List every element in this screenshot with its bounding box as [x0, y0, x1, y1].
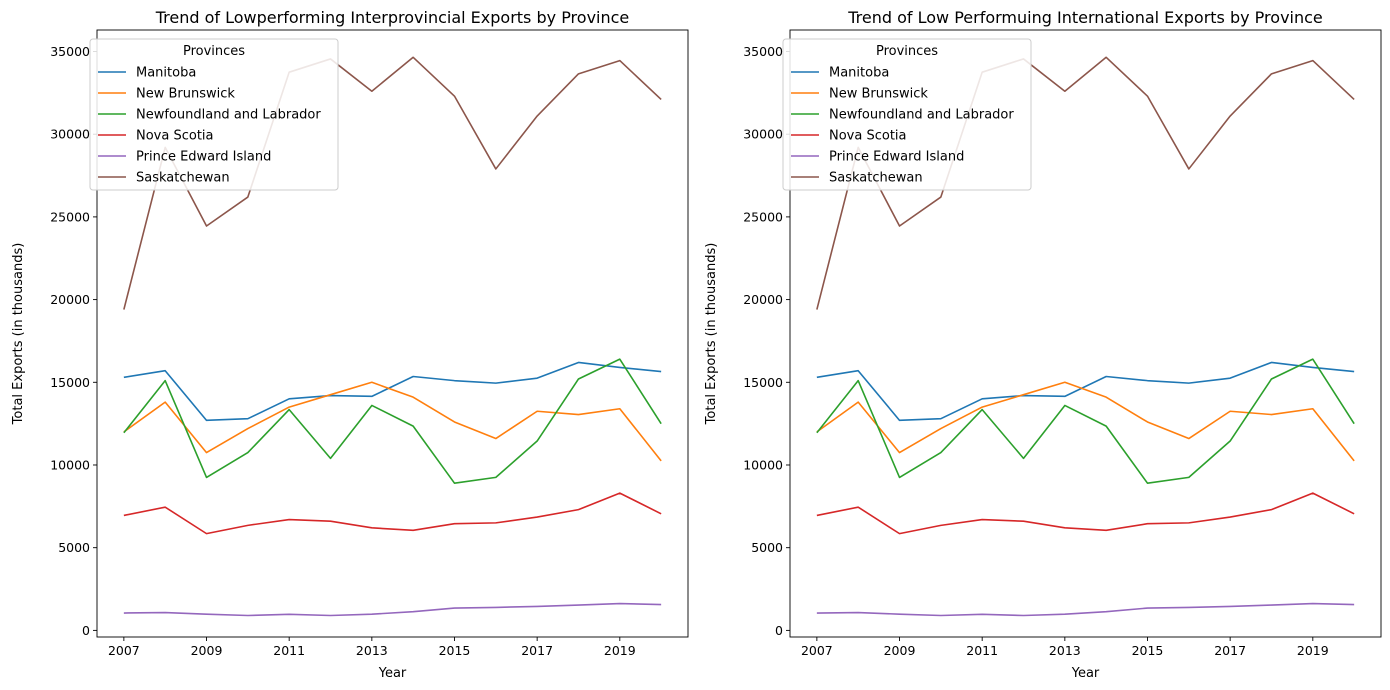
y-tick-label: 20000	[50, 292, 90, 307]
y-tick-label: 30000	[743, 127, 783, 142]
x-axis-label: Year	[378, 666, 407, 681]
y-tick-label: 0	[775, 623, 783, 638]
legend-entry: Newfoundland and Labrador	[136, 108, 321, 123]
series-line-prince-edward-island	[816, 602, 1355, 617]
y-tick-label: 5000	[58, 540, 90, 555]
chart-panel-2: Trend of Low Performuing International E…	[704, 8, 1382, 681]
x-tick-label: 2019	[604, 643, 636, 658]
y-tick-label: 15000	[50, 375, 90, 390]
x-tick-label: 2017	[1214, 643, 1246, 658]
legend-entry: Saskatchewan	[829, 171, 923, 186]
x-tick-label: 2015	[1132, 643, 1164, 658]
series-line-new-brunswick	[816, 381, 1355, 462]
legend-entry: New Brunswick	[136, 87, 235, 102]
legend-entry: Saskatchewan	[136, 171, 230, 186]
legend: Provinces Manitoba New Brunswick Newfoundla…	[89, 38, 339, 191]
legend-entry: Manitoba	[136, 66, 196, 81]
legend: Provinces Manitoba New Brunswick Newfoundla…	[782, 38, 1032, 191]
chart-panel-1: Trend of Lowperforming Interprovincial E…	[11, 8, 689, 681]
series-line-prince-edward-island	[123, 602, 662, 617]
y-tick-label: 30000	[50, 127, 90, 142]
series-line-newfoundland-and-labrador	[123, 358, 662, 484]
x-tick-label: 2009	[191, 643, 223, 658]
y-tick-label: 15000	[743, 375, 783, 390]
x-tick-label: 2007	[801, 643, 833, 658]
y-tick-label: 20000	[743, 292, 783, 307]
y-tick-label: 0	[82, 623, 90, 638]
series-line-nova-scotia	[123, 492, 662, 535]
series-line-saskatchewan	[816, 56, 1355, 310]
series-line-manitoba	[123, 361, 662, 422]
x-axis-label: Year	[1071, 666, 1100, 681]
series-line-nova-scotia	[816, 492, 1355, 535]
x-tick-label: 2015	[439, 643, 471, 658]
x-tick-label: 2011	[966, 643, 998, 658]
x-tick-label: 2019	[1297, 643, 1329, 658]
x-tick-label: 2013	[1049, 643, 1081, 658]
legend-entry: Manitoba	[829, 66, 889, 81]
legend-box	[89, 38, 339, 191]
legend-entry: Nova Scotia	[136, 129, 214, 144]
x-tick-label: 2017	[521, 643, 553, 658]
y-tick-label: 25000	[743, 209, 783, 224]
series-line-newfoundland-and-labrador	[816, 358, 1355, 484]
chart-title: Trend of Lowperforming Interprovincial E…	[155, 8, 630, 27]
y-axis-label: Total Exports (in thousands)	[11, 243, 26, 426]
x-tick-label: 2009	[884, 643, 916, 658]
y-tick-label: 10000	[50, 457, 90, 472]
legend-entry: Prince Edward Island	[829, 150, 964, 165]
plot-frame	[789, 29, 1382, 638]
legend-entry: New Brunswick	[829, 87, 928, 102]
x-tick-label: 2011	[273, 643, 305, 658]
legend-entry: Prince Edward Island	[136, 150, 271, 165]
y-tick-label: 5000	[751, 540, 783, 555]
y-tick-label: 35000	[50, 44, 90, 59]
series-line-manitoba	[816, 361, 1355, 422]
series-line-new-brunswick	[123, 381, 662, 462]
y-axis-label: Total Exports (in thousands)	[704, 243, 719, 426]
series-line-saskatchewan	[123, 56, 662, 310]
y-tick-label: 35000	[743, 44, 783, 59]
legend-entry: Newfoundland and Labrador	[829, 108, 1014, 123]
legend-title: Provinces	[183, 44, 245, 59]
y-tick-label: 10000	[743, 457, 783, 472]
legend-entry: Nova Scotia	[829, 129, 907, 144]
x-tick-label: 2013	[356, 643, 388, 658]
chart-title: Trend of Low Performuing International E…	[847, 8, 1323, 27]
plot-frame	[96, 29, 689, 638]
legend-title: Provinces	[876, 44, 938, 59]
y-tick-label: 25000	[50, 209, 90, 224]
legend-box	[782, 38, 1032, 191]
x-tick-label: 2007	[108, 643, 140, 658]
